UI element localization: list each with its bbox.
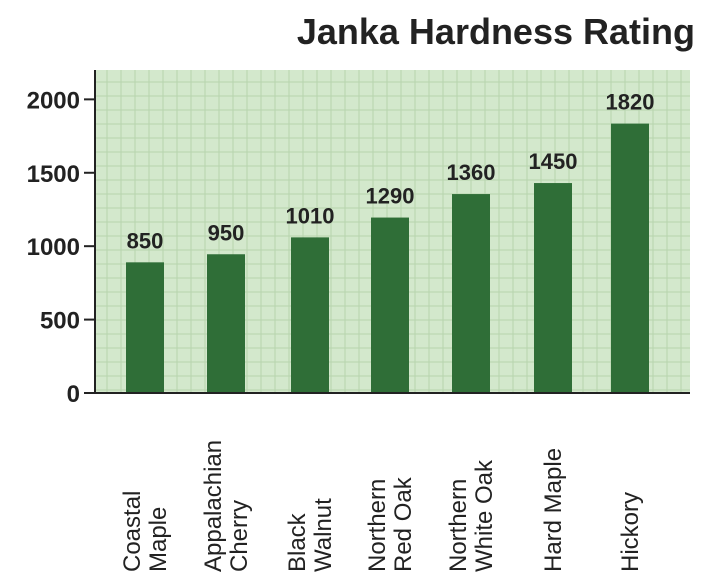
y-tick-label: 1000 — [27, 234, 80, 261]
y-tick-label: 2000 — [27, 87, 80, 114]
category-label-line: Hickory — [617, 492, 644, 572]
bars — [126, 123, 649, 394]
category-label-line: Hard Maple — [540, 448, 567, 572]
bar — [611, 123, 649, 394]
bar — [371, 217, 409, 393]
category-label-line: Appalachian — [200, 440, 227, 572]
axes — [94, 70, 690, 394]
category-label-line: Walnut — [310, 498, 337, 572]
chart-title: Janka Hardness Rating — [297, 11, 695, 52]
bar — [534, 183, 572, 393]
data-label: 850 — [127, 228, 164, 253]
data-label: 1820 — [606, 90, 655, 115]
bar — [126, 262, 164, 393]
y-tick-label: 1500 — [27, 161, 80, 188]
category-label-line: Red Oak — [390, 476, 417, 572]
bar — [207, 254, 245, 393]
category-label-line: Northern — [445, 479, 472, 572]
data-label: 1360 — [447, 160, 496, 185]
category-labels: Coastal Maple Appalachian Cherry Black Walnut… — [119, 440, 644, 572]
y-tick-label: 500 — [40, 308, 80, 335]
category-label: Hard Maple — [540, 448, 567, 572]
data-label: 1450 — [529, 149, 578, 174]
category-label: Northern White Oak — [445, 459, 498, 572]
category-label-line: Cherry — [226, 500, 253, 572]
category-label: Appalachian Cherry — [200, 440, 253, 572]
category-label: Hickory — [617, 492, 644, 572]
bar — [291, 237, 329, 393]
y-ticks: 0 500 1000 1500 2000 — [27, 87, 95, 408]
category-label: Northern Red Oak — [364, 476, 417, 572]
data-label: 950 — [208, 220, 245, 245]
category-label: Black Walnut — [284, 498, 337, 572]
category-label-line: Northern — [364, 479, 391, 572]
category-label-line: Black — [284, 512, 311, 572]
data-label: 1290 — [366, 184, 415, 209]
category-label-line: Coastal — [119, 491, 146, 572]
category-label: Coastal Maple — [119, 491, 172, 572]
data-labels: 850 950 1010 1290 1360 1450 1820 — [127, 90, 655, 254]
bar — [452, 194, 490, 393]
y-tick-label: 0 — [67, 381, 80, 408]
category-label-line: Maple — [145, 507, 172, 572]
data-label: 1010 — [286, 203, 335, 228]
category-label-line: White Oak — [471, 459, 498, 572]
